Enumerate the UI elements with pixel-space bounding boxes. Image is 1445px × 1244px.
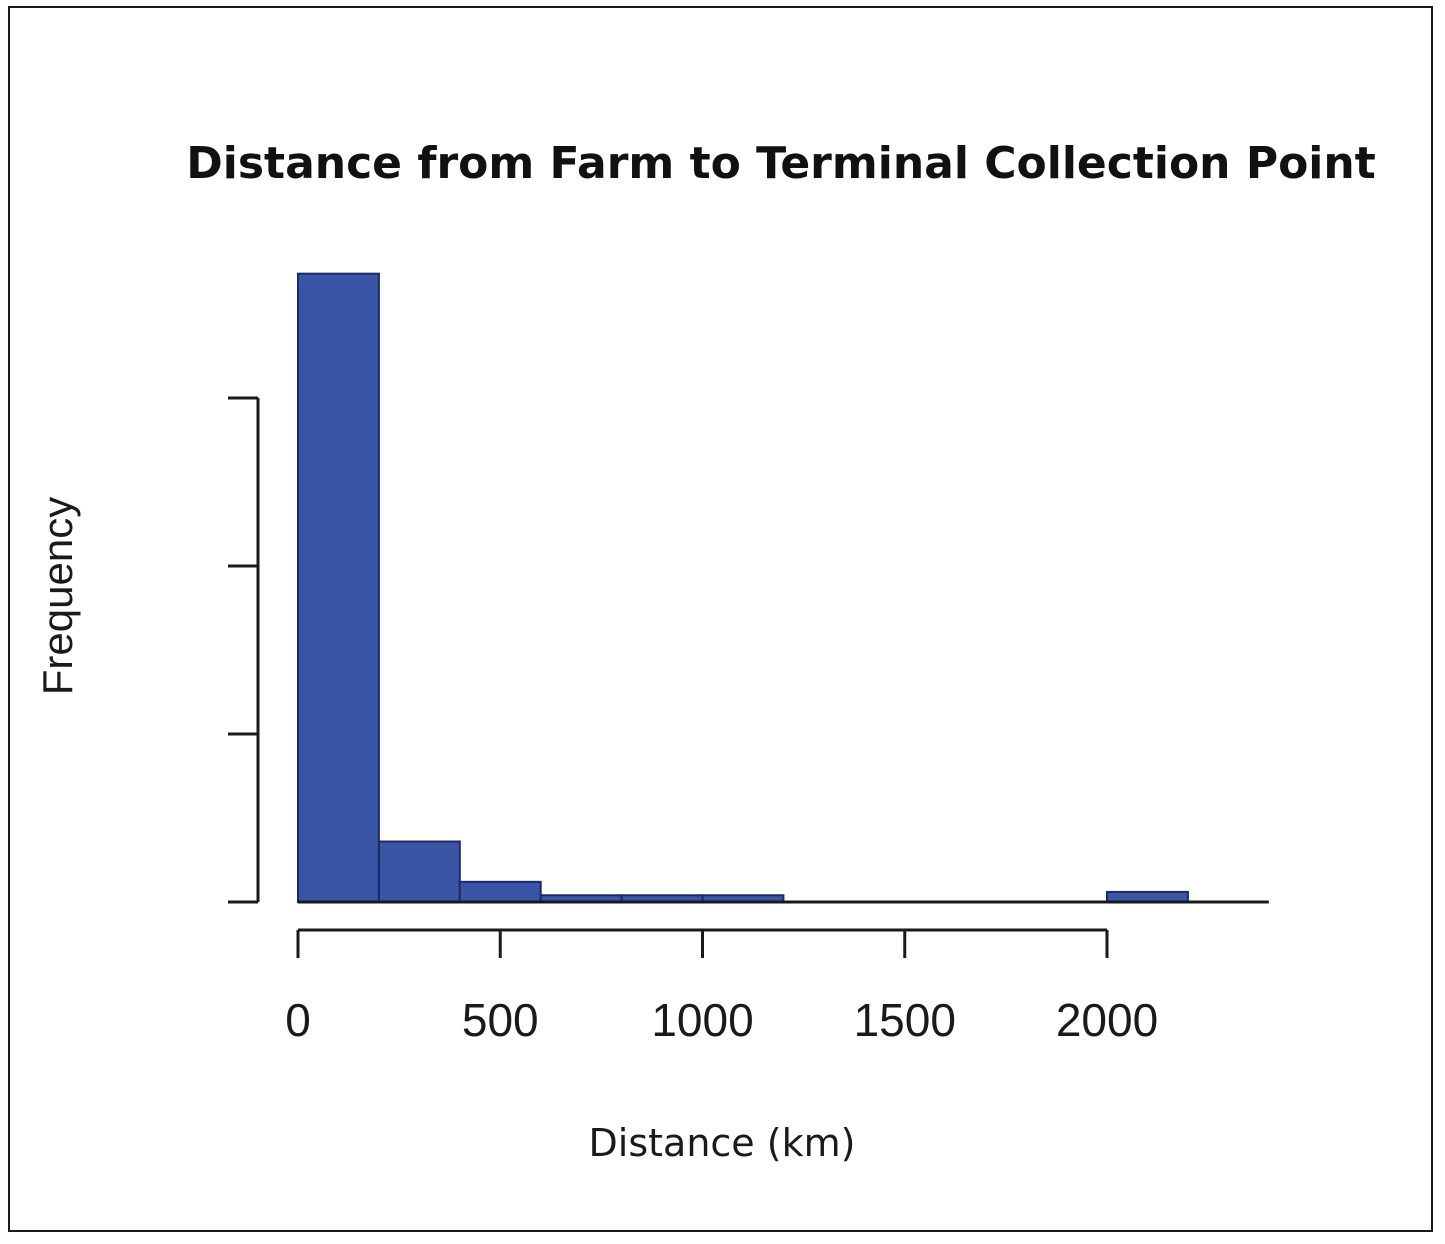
x-tick-label: 0 (285, 994, 311, 1046)
histogram-chart: Distance from Farm to Terminal Collectio… (34, 138, 1376, 1165)
figure-frame: Distance from Farm to Terminal Collectio… (8, 6, 1433, 1232)
histogram-bars (297, 272, 1189, 904)
y-axis-label: Frequency (34, 497, 81, 695)
x-tick-label: 1000 (651, 994, 753, 1046)
x-tick-label: 1500 (854, 994, 956, 1046)
histogram-bar (377, 840, 461, 904)
histogram-bar (1106, 890, 1189, 903)
x-axis-label: Distance (km) (589, 1121, 856, 1165)
y-axis (228, 396, 260, 904)
x-tick-label: 500 (462, 994, 539, 1046)
chart-title: Distance from Farm to Terminal Collectio… (186, 138, 1376, 189)
x-axis: 0 500 1000 1500 2000 (285, 928, 1158, 1046)
histogram-bar (297, 272, 380, 903)
x-tick-label: 2000 (1056, 994, 1158, 1046)
histogram-bar (458, 880, 542, 904)
